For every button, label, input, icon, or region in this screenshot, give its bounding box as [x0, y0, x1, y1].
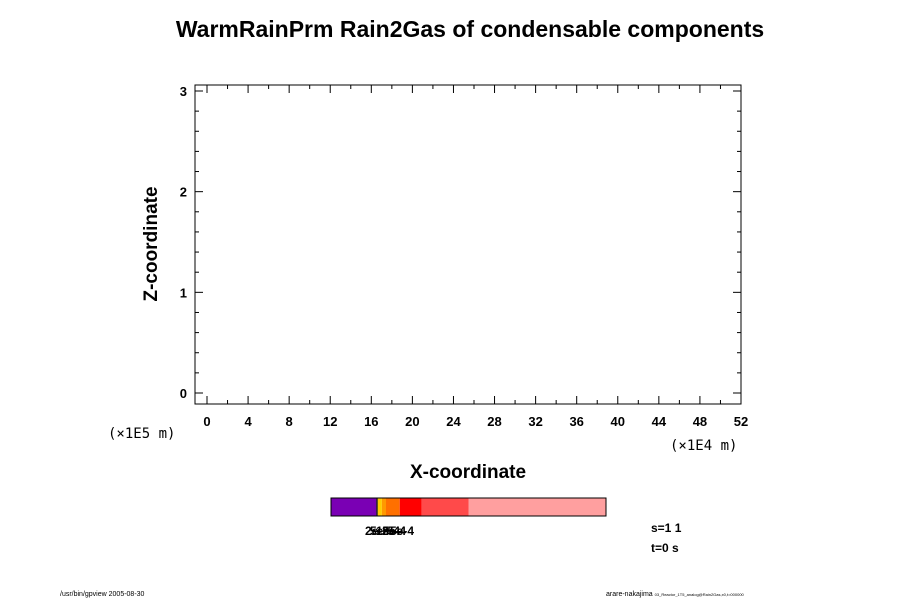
colorbar-segment	[376, 498, 378, 516]
x-tick-label: 44	[652, 414, 667, 429]
colorbar-segment	[377, 498, 382, 516]
x-tick-label: 32	[528, 414, 542, 429]
y-tick-label: 0	[180, 386, 187, 401]
colorbar-segment	[399, 498, 422, 516]
s-label: s=1 1	[651, 521, 682, 535]
x-tick-label: 28	[487, 414, 501, 429]
y-tick-label: 3	[180, 84, 187, 99]
t-label: t=0 s	[651, 541, 679, 555]
x-tick-label: 24	[446, 414, 461, 429]
x-tick-label: 4	[244, 414, 252, 429]
colorbar-segment	[386, 498, 400, 516]
colorbar-segment	[381, 498, 386, 516]
y-axis-unit: (×1E5 m)	[108, 426, 175, 442]
x-tick-label: 52	[734, 414, 748, 429]
colorbar-segment	[468, 498, 606, 516]
x-tick-label: 48	[693, 414, 707, 429]
x-tick-label: 0	[203, 414, 210, 429]
colorbar-tick-label: 2e-4	[382, 524, 406, 538]
colorbar-tick-label: 5e-5	[370, 524, 394, 538]
colorbar-tick-labels: 2e-55e-51e-42e-45e-4	[365, 524, 414, 538]
y-tick-label: 1	[180, 285, 187, 300]
chart-title: WarmRainPrm Rain2Gas of condensable comp…	[176, 16, 764, 42]
x-axis-tick-labels: 0 4 8 12 16 20 24 28 32 36 40 44 48 52	[203, 414, 748, 429]
x-tick-label: 40	[611, 414, 625, 429]
x-tick-label: 16	[364, 414, 378, 429]
y-tick-label: 2	[180, 185, 187, 200]
x-tick-label: 12	[323, 414, 337, 429]
colorbar-tick-label: 2e-5	[365, 524, 389, 538]
x-tick-label: 20	[405, 414, 419, 429]
x-axis-label: X-coordinate	[410, 462, 526, 483]
footer-right-main: arare-nakajima	[606, 591, 653, 598]
colorbar-segment	[421, 498, 469, 516]
footer-left: /usr/bin/gpview 2005-08-30	[60, 591, 145, 598]
footer-right-detail: 03_Reactor_1T5_analog@Rain2Gas,x0,t=0000…	[655, 592, 745, 597]
colorbar-tick-label: 1e-4	[376, 524, 400, 538]
y-axis-ticks	[195, 90, 741, 394]
x-tick-label: 8	[286, 414, 293, 429]
colorbar	[331, 498, 606, 516]
colorbar-frame	[330, 497, 607, 517]
y-axis-label: Z-coordinate	[141, 186, 162, 301]
footer-right: arare-nakajima 03_Reactor_1T5_analog@Rai…	[606, 591, 745, 598]
x-axis-ticks	[206, 85, 742, 404]
colorbar-segment	[331, 498, 377, 516]
x-axis-unit: (×1E4 m)	[670, 438, 737, 454]
colorbar-tick-label: 5e-4	[390, 524, 414, 538]
y-axis-tick-labels: 0 1 2 3	[180, 84, 187, 401]
plot-frame	[194, 84, 742, 405]
x-tick-label: 36	[569, 414, 583, 429]
